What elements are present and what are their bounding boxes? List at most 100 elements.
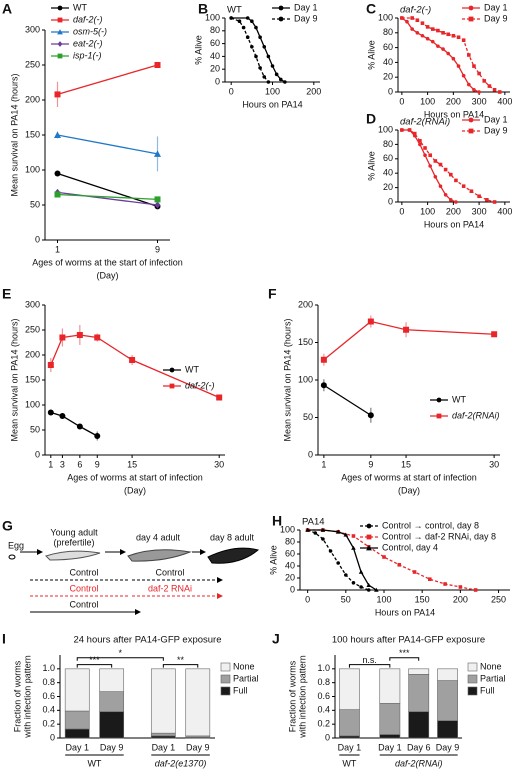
data-point [405,19,409,24]
y-tick-label: 100 [378,124,393,134]
y-tick-label: 150 [25,129,40,139]
y-tick-label: 0.8 [42,677,55,687]
data-point [47,409,54,416]
data-point [454,200,458,204]
legend-label: Partial [480,673,506,683]
data-point [443,167,448,172]
data-point [423,153,427,157]
data-point [94,334,101,341]
significance-label: ** [177,655,185,665]
data-line [57,172,158,208]
x-tick-label: 150 [415,594,430,604]
data-point [283,80,287,84]
data-point [456,35,461,40]
y-tick-label: 20 [210,64,220,74]
data-line [307,529,369,591]
data-point [458,585,463,589]
legend-marker [436,397,442,403]
data-point [477,194,481,199]
data-point [482,79,487,83]
x-tick-label: 15 [401,459,411,469]
legend-swatch [467,686,478,696]
data-point [305,527,310,532]
bar-segment [339,668,360,710]
y-tick-label: 0.6 [42,691,55,701]
data-point [491,331,498,338]
data-point [433,159,438,163]
row-label: Control [69,583,98,593]
panel-letter: H [272,513,282,529]
data-point [54,131,61,138]
x-tick-label: 0 [399,96,404,106]
row-label: Control [69,567,98,577]
x-tick-label: 9 [95,459,100,469]
legend-label: osm-5(-) [73,26,107,36]
x-tick-label: 200 [446,96,461,106]
data-point [441,47,445,51]
data-point [245,16,250,20]
legend-marker [57,17,63,23]
legend-label: None [480,661,502,671]
bar-segment [99,668,125,692]
y-tick-label: 40 [210,51,220,61]
data-point [400,16,404,20]
x-axis-label: (Day) [97,270,119,280]
x-tick-label: Day 9 [186,742,210,752]
data-point [359,585,363,589]
series [229,16,271,84]
bar-segment [339,735,360,739]
data-line [401,129,495,203]
stage-label: day 4 adult [136,532,181,542]
chart-title: daf-2(-) [400,5,431,16]
data-point [423,146,427,150]
data-point [448,172,453,177]
legend-swatch [220,662,231,672]
data-point [430,27,435,31]
data-point [443,582,447,586]
data-point [451,56,456,61]
group-label: daf-2(RNAi) [395,758,443,768]
legend-label: Day 9 [294,13,318,23]
data-point [358,569,364,574]
y-tick-label: 0.4 [42,705,55,715]
significance-label: *** [399,648,410,658]
y-tick-label: 1.0 [42,663,55,673]
data-point [54,170,61,177]
y-axis-label: % Alive [193,35,203,65]
y-tick-label: 200 [25,349,40,359]
legend-label: Full [233,685,248,695]
y-tick-label: 20 [383,182,393,192]
legend-label: Day 9 [484,125,508,135]
y-tick-label: 150 [25,374,40,384]
x-tick-label: 15 [127,459,137,469]
bar-segment [99,691,125,713]
data-point [54,191,61,198]
data-point [446,51,451,56]
x-tick-label: 200 [453,594,468,604]
legend-marker [366,545,372,551]
data-point [436,28,440,33]
data-line [57,64,158,96]
series [400,16,502,94]
panel-letter: C [366,1,376,17]
data-point [477,90,481,94]
stage-label: (prefertile) [53,537,94,547]
y-axis-label: Fraction of worms [12,660,22,732]
x-tick-label: 3 [60,459,65,469]
data-point [343,532,349,537]
legend-marker [468,117,474,123]
data-point [438,184,443,188]
data-point [278,77,283,82]
data-point [487,84,492,88]
x-tick-label: 1 [321,459,326,469]
bar-segment [379,703,401,735]
legend-marker [436,413,442,419]
data-point [433,175,438,179]
data-point [461,184,466,188]
data-point [492,87,497,92]
data-point [454,178,458,183]
data-point [443,193,448,197]
series [54,191,161,203]
data-point [270,64,275,68]
